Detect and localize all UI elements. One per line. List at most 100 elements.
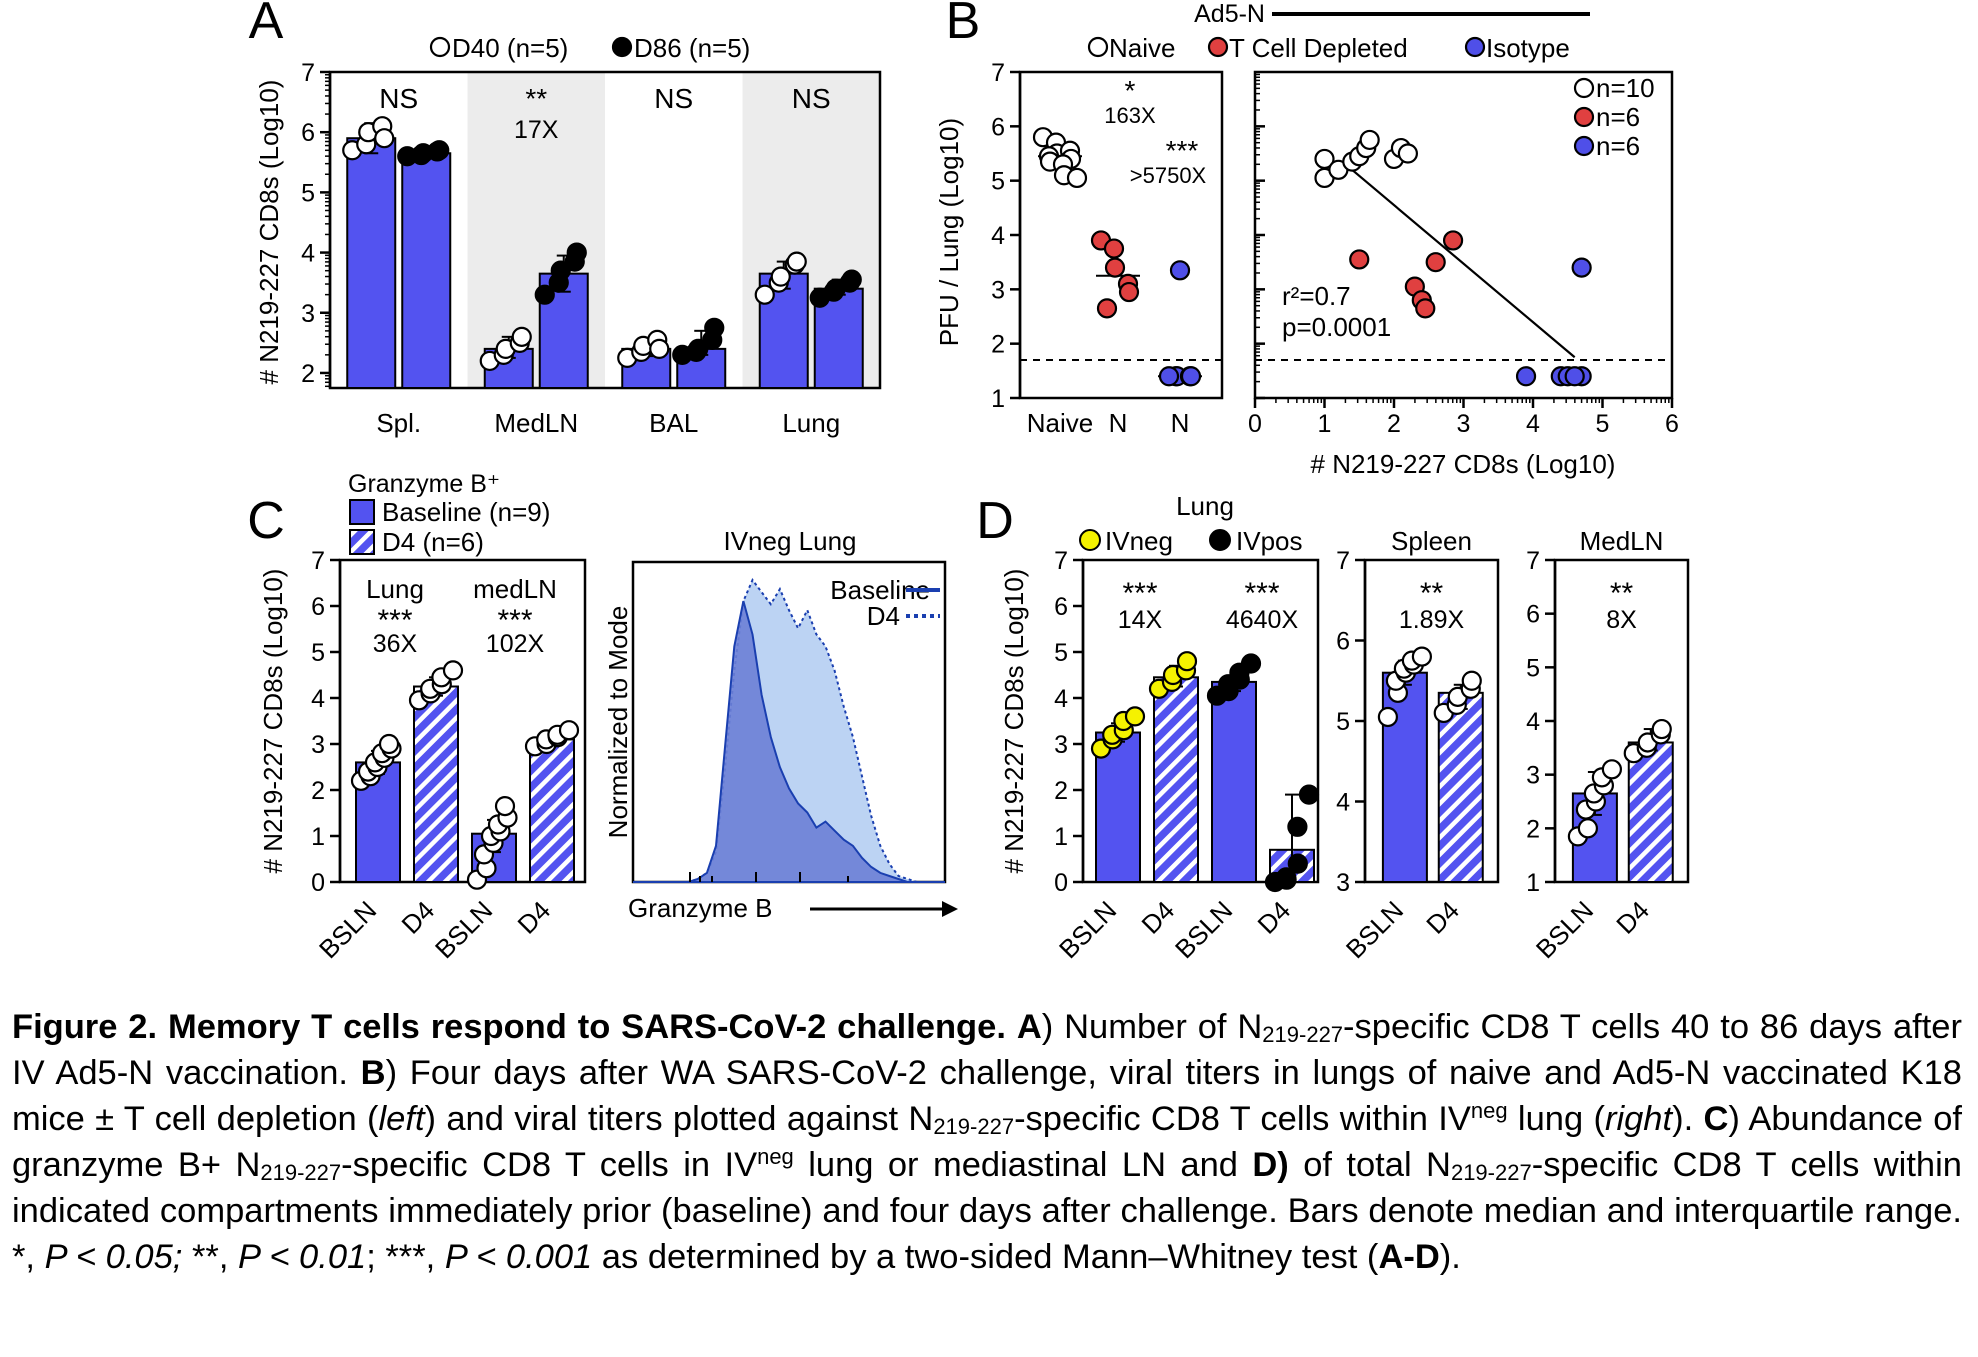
panel-a-x-tick-label: BAL <box>649 408 698 438</box>
panel-d-right-y-tick-label: 3 <box>1526 762 1540 790</box>
panel-b-right-data-point <box>1397 143 1419 164</box>
panel-c-left-y-tick-label: 7 <box>311 547 325 575</box>
panel-c-left-x-tick-label: D4 <box>512 895 557 940</box>
panel-a-y-tick-label: 3 <box>301 300 315 328</box>
caption-sup: neg <box>1470 1098 1508 1123</box>
panel-a-data-point <box>688 338 709 359</box>
panel-a-data-point <box>841 269 862 290</box>
figure-caption: Figure 2. Memory T cells respond to SARS… <box>12 1004 1962 1280</box>
panel-b-right-data-point <box>1515 366 1537 387</box>
panel-c-right-x-arrowhead <box>942 901 958 917</box>
panel-a-fold-change: 17X <box>514 116 559 144</box>
panel-letter-b: B <box>946 0 981 50</box>
panel-c-left-data-point <box>442 660 464 681</box>
panel-d-left-fold-change: 14X <box>1118 606 1163 634</box>
panel-a-data-point <box>550 260 571 281</box>
panel-c-legend-swatch <box>349 499 375 525</box>
panel-c-left-y-tick-label: 0 <box>311 869 325 897</box>
panel-d-left-y-tick-label: 3 <box>1054 731 1068 759</box>
panel-c-right-legend-label: D4 <box>867 601 900 631</box>
panel-d-left-significance: *** <box>1244 577 1279 610</box>
panel-b-right-x-tick-label: 1 <box>1318 410 1332 438</box>
panel-d-legend-marker <box>1209 529 1231 551</box>
panel-d-right-y-tick-label: 2 <box>1526 815 1540 843</box>
panel-d-right-y-tick-label: 4 <box>1526 708 1540 736</box>
panel-b-right-legend-label: n=6 <box>1596 131 1640 161</box>
panel-d-left-bar <box>1153 676 1199 883</box>
panel-a-data-point <box>649 338 670 359</box>
panel-d-left-data-point <box>1298 784 1320 805</box>
panel-b-legend-label: T Cell Depleted <box>1229 33 1408 63</box>
caption-p1: P < 0.05; <box>44 1238 183 1276</box>
panel-d-mid-y-tick-label: 6 <box>1336 628 1350 656</box>
caption-b-text-2: ) and viral titers plotted against N <box>424 1100 934 1138</box>
panel-d-mid-data-point <box>1377 706 1399 728</box>
panel-b-left-fold-change: >5750X <box>1130 163 1207 188</box>
panel-c-legend-label: D4 (n=6) <box>382 527 484 557</box>
caption-c-label: C <box>1703 1100 1729 1138</box>
caption-d-text-2: -specific CD8 T cells within indicated c… <box>12 1146 1962 1276</box>
panel-b-left-data-point <box>1118 281 1140 303</box>
panel-b-header: Ad5-N <box>1194 0 1265 28</box>
panel-d-right-data-point <box>1577 818 1599 839</box>
panel-b-legend-label: Isotype <box>1486 33 1570 63</box>
panel-d-right-fold-change: 8X <box>1606 606 1637 634</box>
panel-b-right-legend-marker <box>1573 77 1595 99</box>
panel-d-right-y-tick-label: 1 <box>1526 869 1540 897</box>
panel-d-mid-y-tick-label: 3 <box>1336 869 1350 897</box>
panel-a-x-tick-label: MedLN <box>494 408 578 438</box>
panel-a-legend-label: D86 (n=5) <box>634 33 750 63</box>
panel-c-left-x-tick-label: D4 <box>396 895 441 940</box>
caption-d-text: of total N <box>1288 1146 1451 1184</box>
panel-b-left-data-point <box>1096 298 1118 319</box>
panel-b-left-y-tick-label: 1 <box>991 385 1005 413</box>
panel-a-x-tick-label: Spl. <box>376 408 421 438</box>
caption-t1: **, <box>182 1238 238 1276</box>
panel-b-right-x-tick-label: 0 <box>1248 410 1262 438</box>
panel-c-right-baseline-area <box>633 600 945 883</box>
panel-b-left-data-point <box>1180 366 1202 387</box>
caption-t4: ). <box>1439 1238 1461 1276</box>
panel-d-right-x-tick-label: D4 <box>1610 895 1655 940</box>
caption-sub: 219-227 <box>1262 1022 1344 1047</box>
panel-b-left-y-tick-label: 7 <box>991 59 1005 87</box>
panel-a-significance: NS <box>654 83 693 114</box>
panel-d-left-y-tick-label: 2 <box>1054 777 1068 805</box>
panel-b-left-y-tick-label: 3 <box>991 276 1005 304</box>
panel-b-right-x-tick-label: 4 <box>1526 410 1540 438</box>
caption-right: right <box>1604 1100 1673 1138</box>
panel-b-right-x-tick-label: 3 <box>1457 410 1471 438</box>
panel-d-left-x-tick-label: D4 <box>1252 895 1297 940</box>
panel-d-legend-label: IVneg <box>1105 526 1173 556</box>
panel-b-left-x-tick-label: N <box>1109 408 1128 438</box>
panel-d-right-data-point <box>1651 718 1672 740</box>
panel-c-right-title: IVneg Lung <box>723 526 856 556</box>
caption-sub: 219-227 <box>933 1114 1015 1139</box>
caption-c-text-3: lung or mediastinal LN and <box>793 1146 1253 1184</box>
caption-c-text: ) Abundance of granzyme B+ N <box>12 1100 1962 1184</box>
panel-b-legend-marker <box>1087 36 1109 58</box>
panel-b-left-y-axis-label: PFU / Lung (Log10) <box>934 118 964 346</box>
caption-t2: ; ***, <box>366 1238 445 1276</box>
panel-d-left-x-tick-label: BSLN <box>1169 895 1238 964</box>
panel-a-y-tick-label: 6 <box>301 119 315 147</box>
panel-d-mid-data-point <box>1461 670 1482 691</box>
caption-p2: P < 0.01 <box>238 1238 367 1276</box>
panel-a-y-tick-label: 4 <box>301 240 315 268</box>
panel-b-right-r-squared: r²=0.7 <box>1282 281 1351 311</box>
panel-b-left-y-tick-label: 2 <box>991 331 1005 359</box>
panel-b-right-legend-label: n=6 <box>1596 102 1640 132</box>
caption-sub: 219-227 <box>1450 1160 1532 1185</box>
panel-c-left-significance: *** <box>377 604 412 637</box>
caption-t3: as determined by a two-sided Mann–Whitne… <box>592 1238 1379 1276</box>
panel-d-left-y-tick-label: 5 <box>1054 639 1068 667</box>
panel-c-left-y-tick-label: 1 <box>311 823 325 851</box>
panel-c-left-y-tick-label: 6 <box>311 593 325 621</box>
panel-a-y-tick-label: 7 <box>301 59 315 87</box>
panel-c-left-y-tick-label: 5 <box>311 639 325 667</box>
panel-d-left-data-point <box>1287 816 1308 837</box>
panel-c-left-group-label: medLN <box>473 574 557 604</box>
panel-d-left-x-tick-label: D4 <box>1136 895 1181 940</box>
panel-b-right-data-point <box>1359 129 1380 151</box>
panel-b-right-legend-marker <box>1573 135 1595 157</box>
